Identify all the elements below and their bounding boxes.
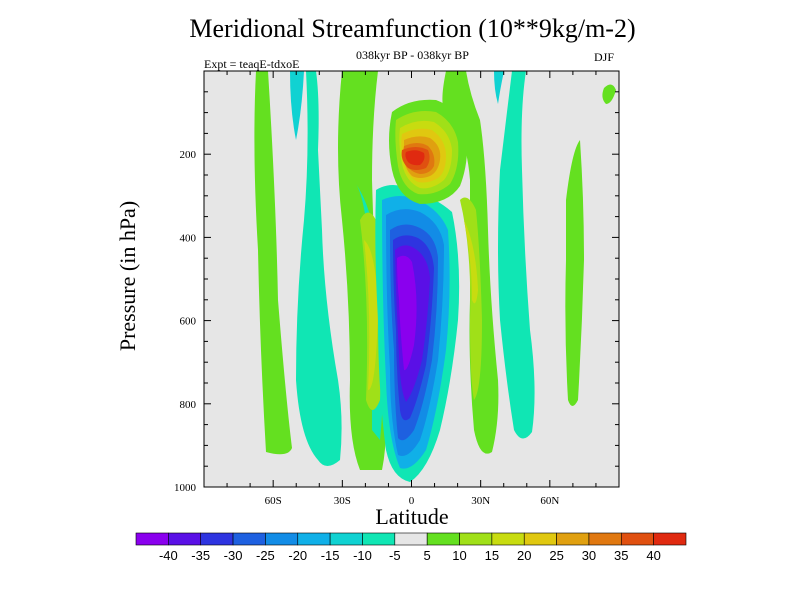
colorbar-label: -10 (353, 548, 372, 563)
contour-band (254, 71, 292, 455)
colorbar: -40 -35 -30 -25 -20 -15 -10 -5 5 10 15 20 25 30 35 40 (135, 532, 687, 563)
contour-band (364, 240, 378, 390)
colorbar-box (200, 532, 234, 546)
y-tick-label: 200 (180, 149, 197, 161)
chart-subtitle: 038kyr BP - 038kyr BP (356, 48, 469, 62)
y-tick-label: 400 (180, 232, 197, 244)
colorbar-box (297, 532, 331, 546)
colorbar-box (394, 532, 428, 546)
contour-band (287, 71, 342, 466)
colorbar-box (588, 532, 622, 546)
colorbar-label: -35 (191, 548, 210, 563)
contour-band (486, 71, 535, 439)
colorbar-label: 5 (424, 548, 431, 563)
axis-ticks (204, 71, 619, 488)
contour-band (397, 255, 417, 371)
colorbar-box (168, 532, 202, 546)
y-tick-label: 1000 (174, 482, 197, 494)
colorbar-label: 15 (485, 548, 499, 563)
x-tick-label: 30N (471, 495, 490, 507)
x-tick-label: 60S (265, 495, 282, 507)
contour-band (290, 71, 304, 140)
x-tick-label: 0 (409, 495, 415, 507)
colorbar-box (459, 532, 493, 546)
colorbar-box (491, 532, 525, 546)
y-tick-label: 800 (180, 399, 197, 411)
colorbar-box (426, 532, 460, 546)
colorbar-box (556, 532, 590, 546)
colorbar-box (232, 532, 266, 546)
x-tick-label: 60N (540, 495, 559, 507)
colorbar-label: 40 (646, 548, 660, 563)
colorbar-box (362, 532, 396, 546)
chart-title: Meridional Streamfunction (10**9kg/m-2) (189, 14, 636, 43)
y-tick-label: 600 (180, 316, 197, 328)
colorbar-label: -30 (224, 548, 243, 563)
contour-band (460, 197, 482, 400)
colorbar-box (329, 532, 363, 546)
colorbar-label: 10 (452, 548, 466, 563)
colorbar-box (523, 532, 557, 546)
colorbar-label: 30 (582, 548, 596, 563)
contour-field (204, 71, 619, 487)
colorbar-box (265, 532, 299, 546)
contour-band (494, 71, 504, 104)
contour-band (602, 84, 616, 104)
colorbar-box (135, 532, 169, 546)
colorbar-label: 35 (614, 548, 628, 563)
colorbar-label: 25 (549, 548, 563, 563)
colorbar-label: -20 (288, 548, 307, 563)
colorbar-label: -5 (389, 548, 401, 563)
colorbar-label: -40 (159, 548, 178, 563)
contour-band (565, 140, 584, 406)
x-tick-label: 30S (334, 495, 351, 507)
contour-band (405, 150, 425, 166)
tick-labels: 60S 30S 0 30N 60N 200 400 600 800 1000 (174, 149, 559, 507)
colorbar-box (653, 532, 687, 546)
experiment-label: Expt = teaqE-tdxoE (204, 57, 300, 71)
colorbar-label: 20 (517, 548, 531, 563)
colorbar-box (620, 532, 654, 546)
contour-band (464, 220, 478, 304)
colorbar-label: -25 (256, 548, 275, 563)
colorbar-label: -15 (321, 548, 340, 563)
x-axis-label: Latitude (375, 504, 449, 529)
season-label: DJF (594, 50, 615, 64)
